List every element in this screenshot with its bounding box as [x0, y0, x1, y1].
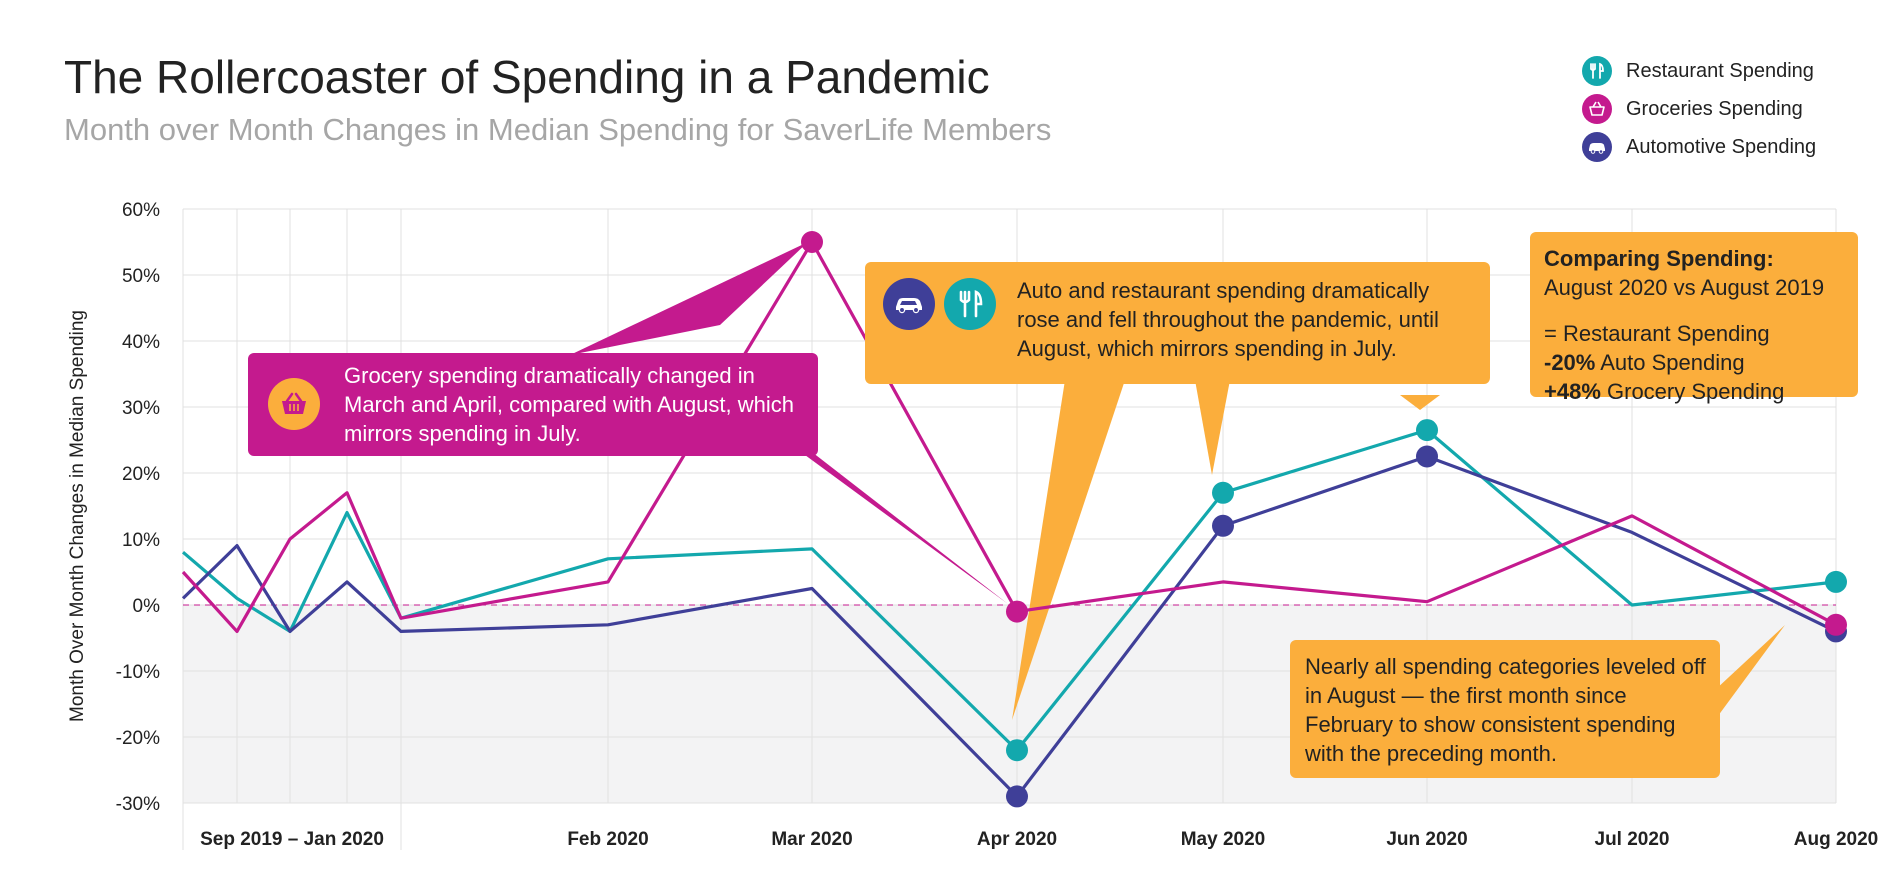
grocery-callout-pointer-2	[790, 435, 1008, 604]
comparing-line-auto: -20% Auto Spending	[1544, 350, 1745, 375]
y-tick-label: 50%	[122, 266, 160, 287]
legend-label-restaurant: Restaurant Spending	[1626, 59, 1814, 82]
comparing-subheading: August 2020 vs August 2019	[1544, 275, 1825, 300]
x-tick-label: Feb 2020	[567, 829, 648, 850]
fork-knife-icon	[944, 278, 996, 330]
data-point-groceries	[1006, 600, 1028, 623]
x-tick-label: Mar 2020	[771, 829, 852, 850]
basket-icon	[268, 378, 320, 430]
data-point-groceries	[1825, 613, 1847, 636]
x-tick-label: Aug 2020	[1794, 829, 1878, 850]
auto-restaurant-callout: Auto and restaurant spending dramaticall…	[865, 262, 1490, 384]
comparing-callout-pointer	[1400, 395, 1440, 410]
car-icon	[1582, 132, 1612, 162]
chart-title: The Rollercoaster of Spending in a Pande…	[64, 51, 990, 103]
auto-callout-pointer-1	[1012, 380, 1125, 720]
legend-item-automotive: Automotive Spending	[1582, 128, 1816, 166]
comparing-spending-callout: Comparing Spending: August 2020 vs Augus…	[1530, 232, 1858, 404]
car-icon	[883, 278, 935, 330]
y-tick-label: -30%	[116, 794, 160, 815]
grocery-callout-pointer-1	[570, 242, 808, 355]
data-point-restaurant	[1416, 419, 1438, 442]
series-markers	[801, 231, 1847, 808]
leveled-off-callout: Nearly all spending categories leveled o…	[1290, 640, 1720, 778]
x-tick-label: Sep 2019 – Jan 2020	[200, 829, 384, 850]
leveled-off-callout-text: Nearly all spending categories leveled o…	[1305, 654, 1706, 766]
callout-pointers	[570, 242, 1785, 720]
comparing-line-grocery: +48% Grocery Spending	[1544, 379, 1785, 404]
y-tick-label: 0%	[133, 596, 161, 617]
y-tick-label: -20%	[116, 728, 160, 749]
x-tick-label: Jul 2020	[1595, 829, 1670, 850]
y-tick-label: 20%	[122, 464, 160, 485]
data-point-automotive	[1416, 445, 1438, 468]
series-line-automotive	[181, 454, 1837, 799]
auto-restaurant-callout-text: Auto and restaurant spending dramaticall…	[1017, 278, 1439, 361]
grocery-callout-text: Grocery spending dramatically changed in…	[344, 363, 795, 446]
legend-label-automotive: Automotive Spending	[1626, 135, 1817, 158]
comparing-heading: Comparing Spending:	[1544, 246, 1774, 271]
legend-item-groceries: Groceries Spending	[1582, 90, 1816, 128]
grocery-callout: Grocery spending dramatically changed in…	[248, 353, 818, 456]
data-point-groceries	[801, 231, 823, 253]
x-tick-label: Jun 2020	[1386, 829, 1467, 850]
basket-icon	[1582, 94, 1612, 124]
data-point-automotive	[1006, 785, 1028, 808]
legend-item-restaurant: Restaurant Spending	[1582, 52, 1816, 90]
legend-label-groceries: Groceries Spending	[1626, 97, 1803, 120]
data-point-restaurant	[1825, 570, 1847, 593]
data-point-restaurant	[1212, 481, 1234, 504]
y-tick-label: 10%	[122, 530, 160, 551]
chart-subtitle: Month over Month Changes in Median Spend…	[64, 112, 1052, 147]
comparing-line-restaurant: = Restaurant Spending	[1544, 321, 1770, 346]
y-tick-label: 30%	[122, 398, 160, 419]
x-tick-label: May 2020	[1181, 829, 1266, 850]
x-tick-labels: Sep 2019 – Jan 2020 Feb 2020 Mar 2020 Apr 2…	[200, 829, 1878, 850]
auto-callout-pointer-2	[1195, 380, 1230, 475]
comparing-callout-body: Comparing Spending: August 2020 vs Augus…	[1544, 244, 1854, 406]
y-tick-label: 40%	[122, 332, 160, 353]
series-line-restaurant	[181, 428, 1837, 752]
y-tick-label: 60%	[122, 200, 160, 221]
legend: Restaurant Spending Groceries Spending A…	[1582, 52, 1816, 166]
y-tick-label: -10%	[116, 662, 160, 683]
leveled-callout-pointer	[1715, 625, 1785, 720]
data-point-automotive	[1212, 514, 1234, 537]
data-point-restaurant	[1006, 739, 1028, 762]
fork-knife-icon	[1582, 56, 1612, 86]
x-tick-label: Apr 2020	[977, 829, 1057, 850]
y-tick-labels: 60% 50% 40% 30% 20% 10% 0% -10% -20% -30%	[116, 200, 160, 815]
